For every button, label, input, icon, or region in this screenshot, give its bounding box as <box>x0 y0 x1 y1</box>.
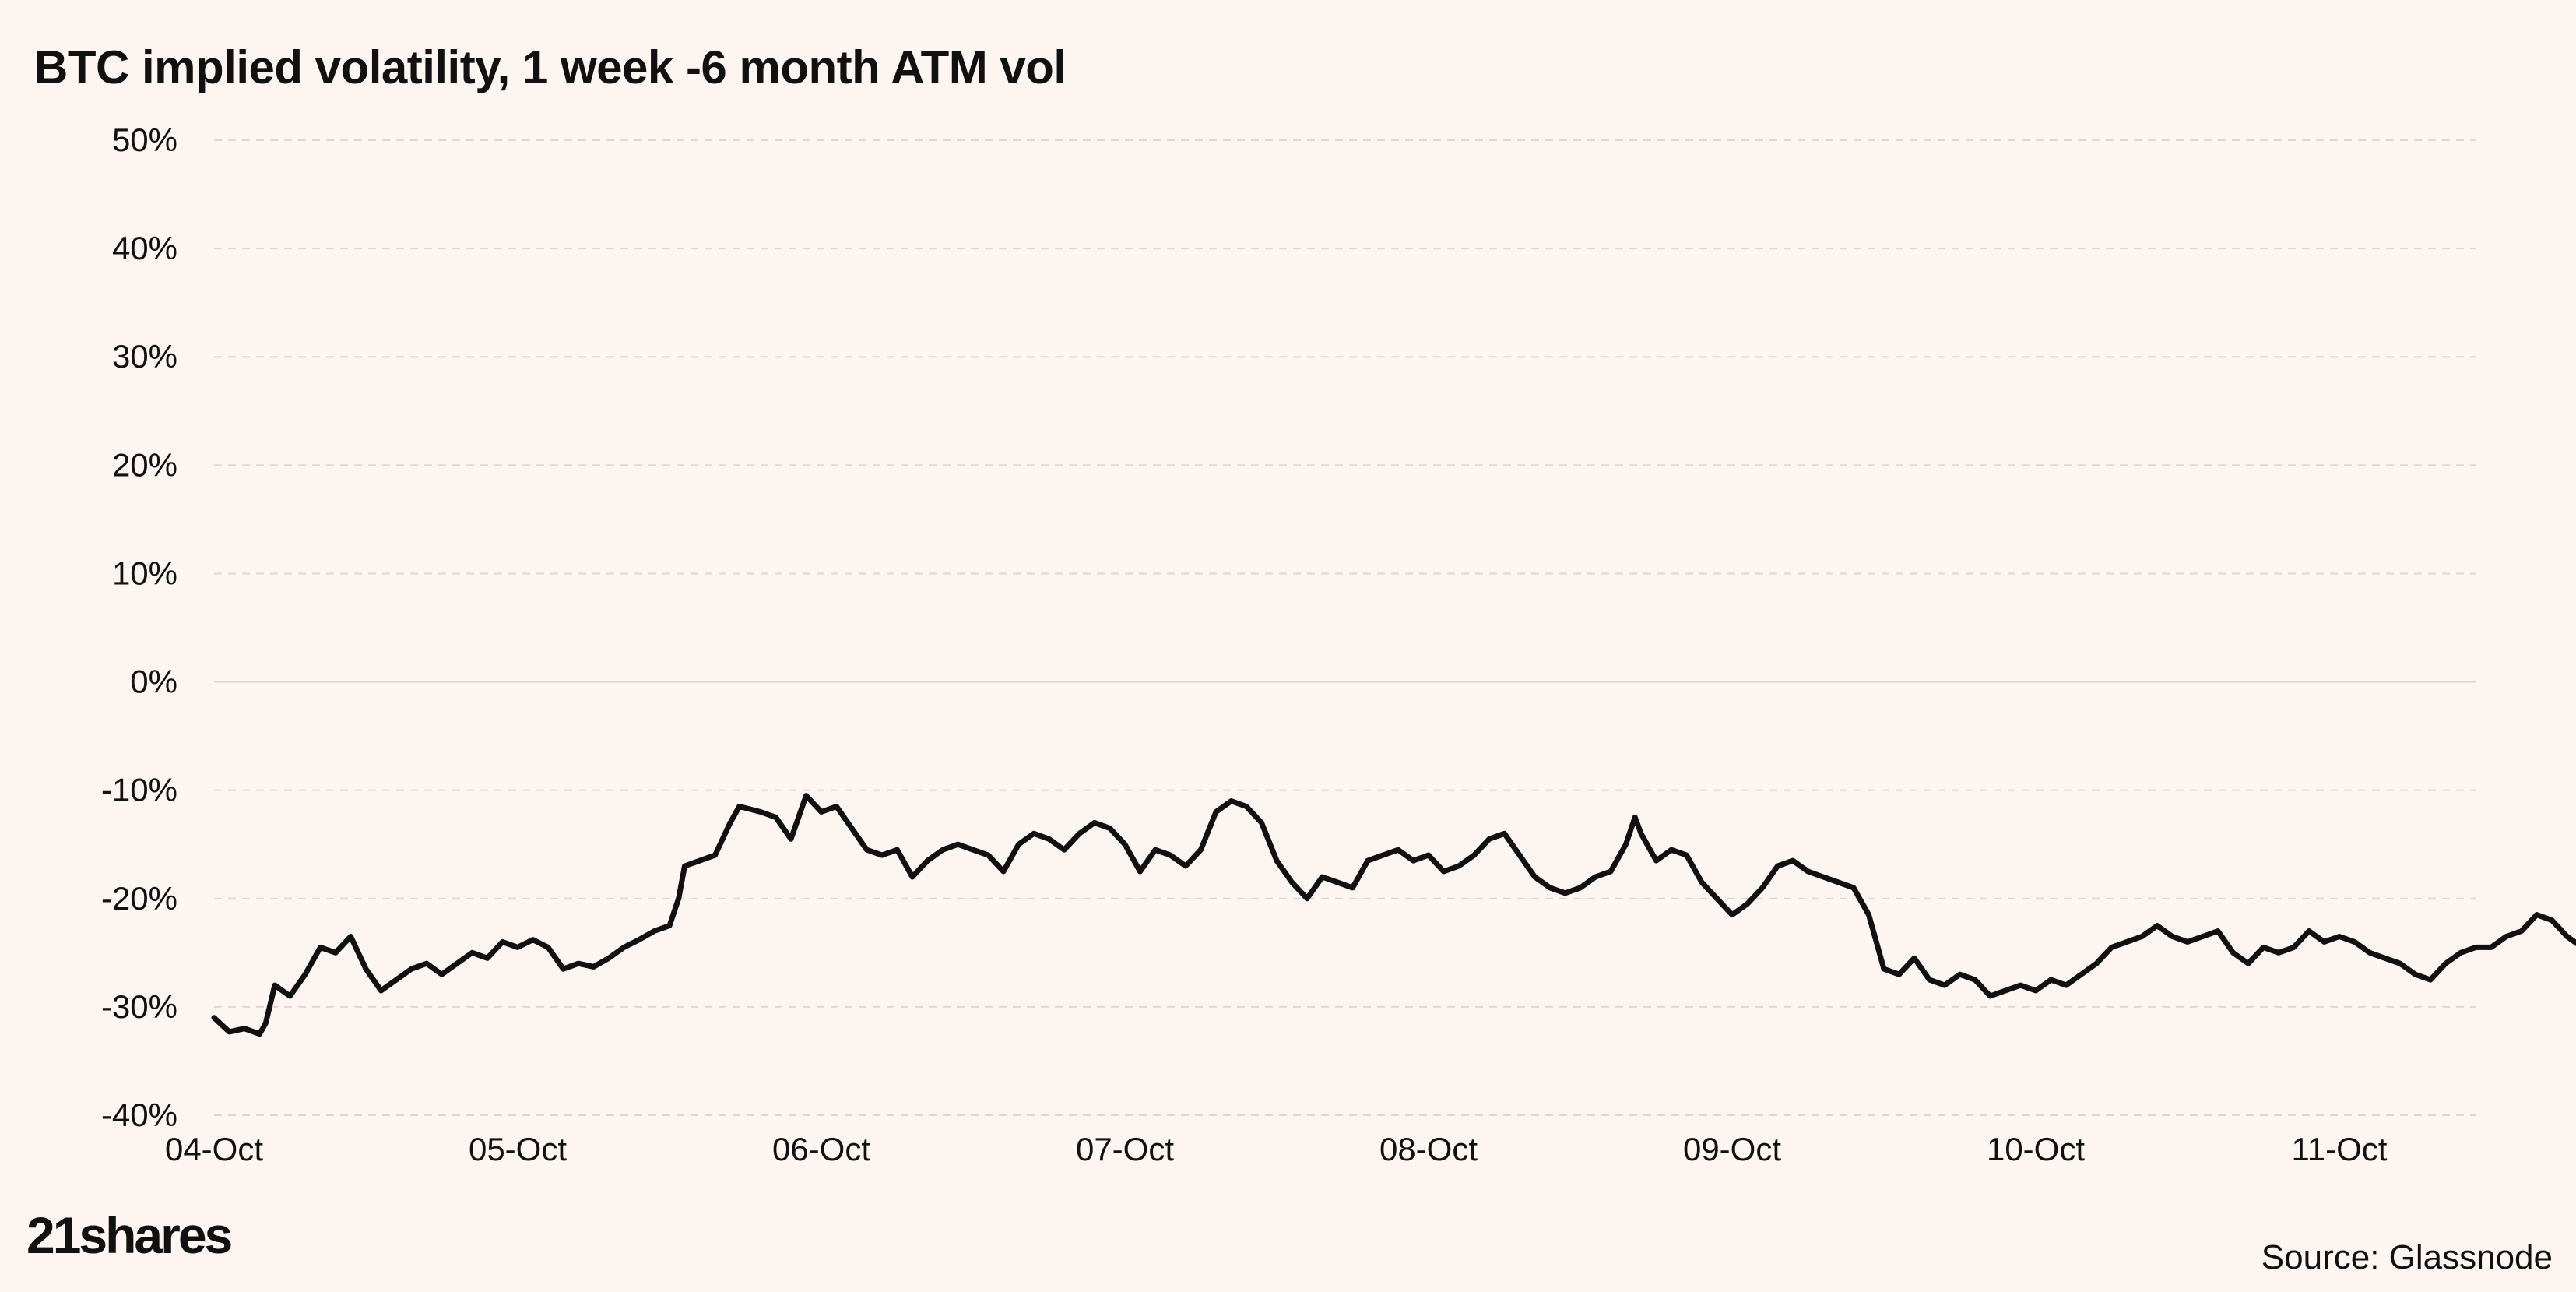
x-tick-label: 06-Oct <box>772 1131 870 1167</box>
x-tick-label: 04-Oct <box>165 1131 263 1167</box>
y-tick-label: -10% <box>101 772 177 808</box>
y-tick-label: 10% <box>112 554 177 591</box>
x-axis-labels: 04-Oct 05-Oct 06-Oct 07-Oct 08-Oct 09-Oct 10-O… <box>165 1131 2388 1167</box>
y-tick-label: 40% <box>112 230 177 266</box>
y-tick-label: -40% <box>101 1097 177 1133</box>
brand-logo: 21shares <box>26 1206 233 1264</box>
gridlines <box>214 139 2476 1116</box>
x-tick-label: 11-Oct <box>2292 1131 2388 1167</box>
y-tick-label: -20% <box>101 880 177 917</box>
y-axis-labels: -40% -30% -20% -10% 0% 10% 20% 30% 40% 50% <box>101 121 177 1133</box>
series-layer <box>211 793 2576 1037</box>
y-tick-label: 20% <box>112 446 177 483</box>
y-tick-label: 30% <box>112 338 177 375</box>
y-tick-label: 0% <box>130 664 177 700</box>
y-tick-label: 50% <box>112 121 177 158</box>
y-tick-label: -30% <box>101 988 177 1025</box>
x-tick-label: 05-Oct <box>469 1131 567 1167</box>
chart-title: BTC implied volatility, 1 week -6 month … <box>34 41 1067 93</box>
x-tick-label: 10-Oct <box>1987 1131 2085 1167</box>
x-tick-label: 07-Oct <box>1076 1131 1174 1167</box>
x-tick-label: 08-Oct <box>1379 1131 1478 1167</box>
source-note: Source: Glassnode <box>2261 1238 2553 1276</box>
series-line-0 <box>211 793 2576 1037</box>
x-tick-label: 09-Oct <box>1683 1131 1781 1167</box>
